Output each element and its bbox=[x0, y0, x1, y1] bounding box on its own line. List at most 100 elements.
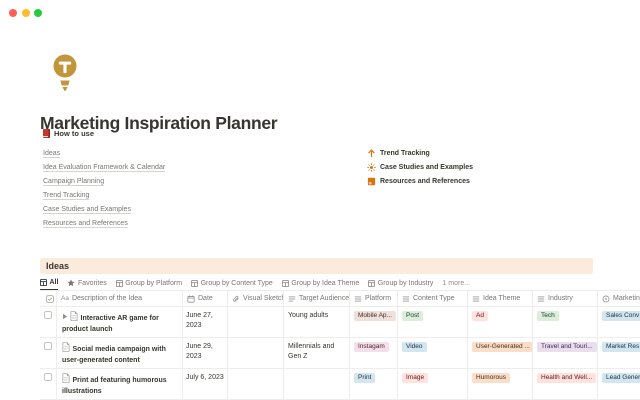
row-visual-sketch-cell[interactable] bbox=[228, 369, 284, 399]
nav-link[interactable]: Idea Evaluation Framework & Calendar bbox=[43, 164, 166, 171]
table-icon bbox=[191, 279, 199, 287]
row-date-cell[interactable]: June 29, 2023 bbox=[183, 338, 228, 368]
column-header-idea_theme[interactable]: Idea Theme bbox=[468, 291, 533, 306]
how-to-use-link[interactable]: How to use bbox=[43, 129, 94, 138]
row-checkbox[interactable] bbox=[44, 311, 52, 319]
quick-link-label: Resources and References bbox=[380, 177, 470, 185]
row-industry-cell[interactable]: Travel and Touri... bbox=[533, 338, 598, 368]
column-header-label: Date bbox=[198, 295, 213, 302]
orange-book-icon bbox=[367, 177, 376, 186]
tab-all[interactable]: All bbox=[40, 276, 59, 290]
column-header-date[interactable]: Date bbox=[183, 291, 228, 306]
red-book-icon bbox=[43, 129, 50, 138]
row-checkbox[interactable] bbox=[44, 373, 52, 381]
row-content-type-cell[interactable]: Image bbox=[398, 369, 468, 399]
page-title[interactable]: Marketing Inspiration Planner bbox=[40, 112, 278, 133]
column-header-visual_sketch[interactable]: Visual Sketch bbox=[228, 291, 284, 306]
row-target-audience-cell[interactable]: Millennials and Gen Z bbox=[284, 338, 350, 368]
column-header-description[interactable]: Aa Description of the Idea bbox=[57, 291, 183, 306]
row-idea-theme-cell[interactable]: Ad bbox=[468, 307, 533, 337]
row-checkbox-cell bbox=[40, 338, 57, 368]
tag: Lead Gener bbox=[602, 373, 640, 383]
row-idea-theme-cell[interactable]: Humorous bbox=[468, 369, 533, 399]
row-marketing-goal-cell[interactable]: Sales Conv bbox=[598, 307, 640, 337]
row-platform-cell[interactable]: Mobile Ap... bbox=[350, 307, 398, 337]
window-controls bbox=[9, 9, 42, 17]
page-nav-links: Ideas Idea Evaluation Framework & Calenda… bbox=[43, 147, 165, 231]
row-checkbox[interactable] bbox=[44, 342, 52, 350]
quick-link-label: Case Studies and Examples bbox=[380, 163, 473, 171]
row-checkbox-cell bbox=[40, 307, 57, 337]
row-platform-cell[interactable]: Instagam bbox=[350, 338, 398, 368]
row-title: Print ad featuring humorous illustration… bbox=[62, 377, 167, 395]
row-industry-cell[interactable]: Health and Well... bbox=[533, 369, 598, 399]
toggle-icon bbox=[62, 313, 68, 324]
row-date-cell[interactable]: June 27, 2023 bbox=[183, 307, 228, 337]
column-header-label: Platform bbox=[365, 295, 392, 302]
tag: Market Res bbox=[602, 342, 640, 352]
maximize-window-button[interactable] bbox=[34, 9, 42, 17]
tab-group-by-industry[interactable]: Group by Industry bbox=[368, 276, 433, 290]
view-tabs: All Favorites Group by Platform Group by Co… bbox=[40, 276, 640, 291]
row-date-cell[interactable]: July 6, 2023 bbox=[183, 369, 228, 399]
column-header-marketing_goal[interactable]: Marketing bbox=[598, 291, 640, 306]
column-header-label: Idea Theme bbox=[483, 295, 521, 302]
column-header-label: Marketing bbox=[613, 295, 640, 302]
nav-link[interactable]: Resources and References bbox=[43, 220, 128, 227]
tab-group-by-idea-theme[interactable]: Group by Idea Theme bbox=[281, 276, 360, 290]
row-target-audience-cell[interactable] bbox=[284, 369, 350, 399]
quick-link[interactable]: Case Studies and Examples bbox=[367, 160, 473, 174]
column-header-target_audience[interactable]: Target Audience bbox=[284, 291, 350, 306]
minimize-window-button[interactable] bbox=[21, 9, 30, 17]
nav-link[interactable]: Campaign Planning bbox=[43, 178, 105, 185]
row-content-type-cell[interactable]: Video bbox=[398, 338, 468, 368]
column-header-content_type[interactable]: Content Type bbox=[398, 291, 468, 306]
tag: Video bbox=[402, 342, 427, 352]
close-window-button[interactable] bbox=[9, 9, 17, 17]
tab-group-by-platform[interactable]: Group by Platform bbox=[115, 276, 182, 290]
select-icon bbox=[354, 295, 362, 303]
tab-group-by-content-type[interactable]: Group by Content Type bbox=[191, 276, 273, 290]
tag: Travel and Touri... bbox=[537, 342, 597, 352]
row-industry-cell[interactable]: Tech bbox=[533, 307, 598, 337]
table-row: Interactive AR game for product launch Ju… bbox=[40, 307, 640, 338]
tab-label: Group by Idea Theme bbox=[291, 279, 360, 287]
row-visual-sketch-cell[interactable] bbox=[228, 338, 284, 368]
ideas-table: Aa Description of the Idea Date Visual Sket… bbox=[40, 291, 640, 400]
lightbulb-icon[interactable] bbox=[52, 54, 78, 94]
row-description-cell[interactable]: Interactive AR game for product launch bbox=[57, 307, 183, 337]
tag: Print bbox=[354, 373, 376, 383]
column-header-platform[interactable]: Platform bbox=[350, 291, 398, 306]
quick-link[interactable]: Resources and References bbox=[367, 174, 473, 188]
nav-link[interactable]: Case Studies and Examples bbox=[43, 206, 131, 213]
row-description-cell[interactable]: Print ad featuring humorous illustration… bbox=[57, 369, 183, 399]
column-header-check[interactable] bbox=[40, 291, 57, 306]
more-views-button[interactable]: 1 more... bbox=[442, 279, 471, 287]
quick-links: Trend Tracking Case Studies and Examples R… bbox=[367, 146, 473, 188]
table-row: Social media campaign with user-generate… bbox=[40, 338, 640, 369]
tag: Instagam bbox=[354, 342, 389, 352]
tag: User-Generated ... bbox=[472, 342, 532, 352]
row-marketing-goal-cell[interactable]: Market Res bbox=[598, 338, 640, 368]
row-target-audience-cell[interactable]: Young adults bbox=[284, 307, 350, 337]
column-header-industry[interactable]: Industry bbox=[533, 291, 598, 306]
tab-label: Favorites bbox=[77, 279, 107, 287]
nav-link[interactable]: Ideas bbox=[43, 150, 61, 157]
table-row: Print ad featuring humorous illustration… bbox=[40, 369, 640, 400]
page-icon bbox=[62, 342, 70, 356]
tab-label: All bbox=[49, 279, 59, 286]
row-idea-theme-cell[interactable]: User-Generated ... bbox=[468, 338, 533, 368]
tag: Mobile Ap... bbox=[354, 311, 396, 321]
tag: Tech bbox=[537, 311, 559, 321]
tab-favorites[interactable]: Favorites bbox=[67, 276, 107, 290]
row-description-cell[interactable]: Social media campaign with user-generate… bbox=[57, 338, 183, 368]
table-header-row: Aa Description of the Idea Date Visual Sket… bbox=[40, 291, 640, 307]
row-marketing-goal-cell[interactable]: Lead Gener bbox=[598, 369, 640, 399]
row-content-type-cell[interactable]: Post bbox=[398, 307, 468, 337]
select-icon bbox=[537, 295, 545, 303]
quick-link[interactable]: Trend Tracking bbox=[367, 146, 473, 160]
nav-link[interactable]: Trend Tracking bbox=[43, 192, 90, 199]
row-platform-cell[interactable]: Print bbox=[350, 369, 398, 399]
status-icon bbox=[602, 295, 610, 303]
row-visual-sketch-cell[interactable] bbox=[228, 307, 284, 337]
